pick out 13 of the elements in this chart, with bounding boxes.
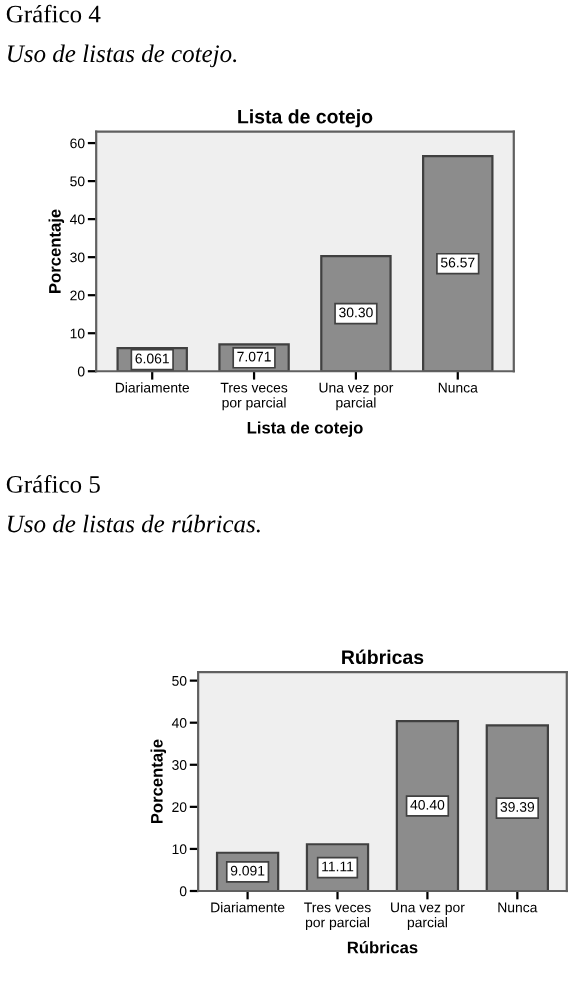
- bar: [395, 719, 460, 891]
- y-axis-title: Porcentaje: [48, 209, 65, 293]
- text: Gráfico 4: [6, 4, 101, 23]
- text: Gráfico 5: [6, 474, 100, 493]
- y-axis-title: Porcentaje: [150, 739, 167, 824]
- text: Uso de listas de cotejo.: [8, 44, 237, 68]
- x-axis-title: Lista de cotejo: [247, 421, 363, 437]
- chart-title: Rúbricas: [342, 649, 424, 665]
- bar: [422, 155, 494, 372]
- bar: [485, 724, 550, 891]
- text: Uso de listas de rúbricas.: [8, 514, 260, 533]
- x-axis-title: Rúbricas: [347, 940, 418, 954]
- chart-title: Lista de cotejo: [238, 109, 373, 128]
